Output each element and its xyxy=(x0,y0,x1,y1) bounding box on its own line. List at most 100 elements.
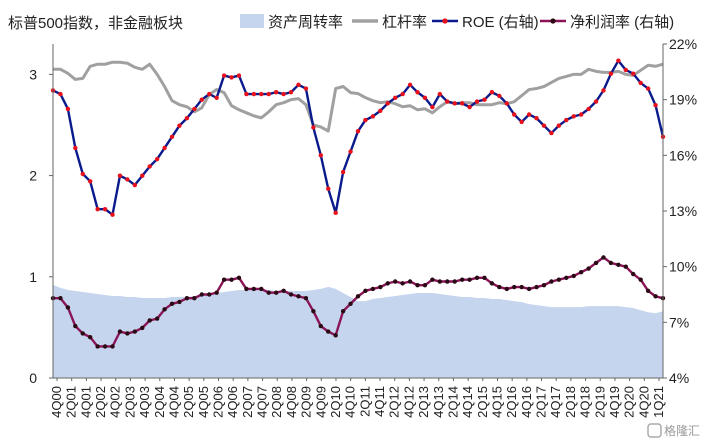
x-axis-tick-label: 2Q17 xyxy=(534,386,549,418)
roe-point xyxy=(132,182,138,188)
margin-point xyxy=(266,290,271,295)
roe-point xyxy=(296,82,301,88)
roe-point xyxy=(445,99,450,104)
x-axis-tick-label: 4Q04 xyxy=(166,386,181,418)
roe-point xyxy=(631,71,636,76)
margin-point xyxy=(207,292,212,297)
margin-point xyxy=(437,279,443,284)
x-axis-tick-label: 2Q19 xyxy=(592,386,607,418)
roe-point xyxy=(549,130,554,136)
legend-label-roe: ROE (右轴) xyxy=(462,14,539,31)
lines-layer xyxy=(50,58,666,349)
roe-point xyxy=(415,90,420,95)
margin-point xyxy=(236,275,242,280)
margin-point xyxy=(303,296,309,301)
margin-point xyxy=(214,290,219,295)
roe-point xyxy=(192,106,197,112)
turnover-area-layer xyxy=(53,284,663,378)
margin-point xyxy=(474,275,480,280)
margin-point xyxy=(653,294,658,299)
margin-point xyxy=(422,283,428,288)
roe-point xyxy=(259,91,264,97)
margin-point xyxy=(564,275,569,280)
roe-point xyxy=(266,91,271,97)
margin-point xyxy=(333,333,338,338)
roe-point xyxy=(571,114,576,119)
x-axis-tick-label: 2Q13 xyxy=(416,386,431,418)
margin-point xyxy=(259,286,264,292)
x-axis-tick-label: 4Q17 xyxy=(548,386,563,418)
margin-point xyxy=(355,294,361,299)
legend-marker-roe xyxy=(442,18,448,24)
roe-point xyxy=(348,149,353,154)
margin-point xyxy=(125,331,130,336)
right-axis-tick-label: 22% xyxy=(669,36,697,52)
margin-point xyxy=(556,277,562,282)
margin-point xyxy=(288,292,294,297)
margin-point xyxy=(593,260,599,266)
margin-point xyxy=(415,283,420,288)
margin-point xyxy=(192,296,197,301)
roe-point xyxy=(154,156,160,162)
roe-point xyxy=(214,95,219,101)
margin-point xyxy=(526,286,532,292)
x-axis-tick-label: 2Q06 xyxy=(211,386,226,418)
margin-point xyxy=(348,301,353,306)
roe-point xyxy=(229,75,234,80)
roe-point xyxy=(73,145,78,151)
x-axis-tick-label: 4Q03 xyxy=(137,386,152,418)
margin-point xyxy=(318,323,323,329)
x-axis-tick-label: 4Q12 xyxy=(401,386,416,418)
roe-point xyxy=(147,164,152,169)
roe-point xyxy=(273,90,279,95)
x-axis-tick-label: 2Q04 xyxy=(152,386,167,418)
margin-point xyxy=(88,334,93,340)
margin-point xyxy=(645,288,651,293)
roe-point xyxy=(80,171,85,177)
leverage-line xyxy=(53,60,664,133)
legend-label-margin: 净利润率 (右轴) xyxy=(570,14,674,31)
legend-marker-margin xyxy=(550,18,556,24)
x-axis-tick-label: 4Q20 xyxy=(636,386,651,418)
x-axis-tick-label: 4Q16 xyxy=(519,386,534,418)
x-axis-tick-label: 2Q10 xyxy=(328,386,343,418)
margin-point xyxy=(601,255,606,260)
margin-point xyxy=(147,318,152,323)
x-axis-tick-label: 2Q14 xyxy=(445,386,460,418)
roe-point xyxy=(504,101,509,106)
x-axis-tick-label: 2Q05 xyxy=(181,386,196,418)
legend-label-turnover: 资产周转率 xyxy=(268,14,343,31)
roe-point xyxy=(645,86,651,91)
roe-point xyxy=(601,88,606,93)
margin-point xyxy=(169,301,175,306)
x-axis-tick-label: 4Q13 xyxy=(431,386,446,418)
x-axis-tick-label: 4Q00 xyxy=(49,386,64,418)
right-axis-tick-label: 16% xyxy=(669,147,697,163)
roe-point xyxy=(497,93,502,99)
x-axis-tick-label: 2Q01 xyxy=(64,386,79,418)
margin-point xyxy=(184,296,190,301)
margin-point xyxy=(489,281,495,286)
watermark-logo-icon xyxy=(647,423,662,438)
margin-point xyxy=(549,279,554,284)
right-axis-tick-label: 4% xyxy=(669,370,689,386)
roe-point xyxy=(140,173,145,178)
x-axis-tick-label: 4Q02 xyxy=(108,386,123,418)
margin-point xyxy=(326,329,331,334)
margin-point xyxy=(80,331,85,336)
roe-point xyxy=(281,91,286,97)
right-axis-tick-label: 7% xyxy=(669,314,689,330)
margin-point xyxy=(638,277,643,282)
roe-point xyxy=(556,123,562,128)
margin-point xyxy=(311,309,316,314)
margin-point xyxy=(623,264,628,269)
x-axis-tick-label: 4Q14 xyxy=(460,386,475,418)
margin-point xyxy=(95,344,100,349)
x-axis-tick-label: 4Q18 xyxy=(578,386,593,418)
x-axis-tick-label: 4Q11 xyxy=(372,386,387,417)
margin-point xyxy=(117,329,123,334)
margin-point xyxy=(102,344,108,349)
x-axis-tick-label: 2Q02 xyxy=(93,386,108,418)
roe-point xyxy=(244,91,249,97)
margin-point xyxy=(393,279,398,284)
